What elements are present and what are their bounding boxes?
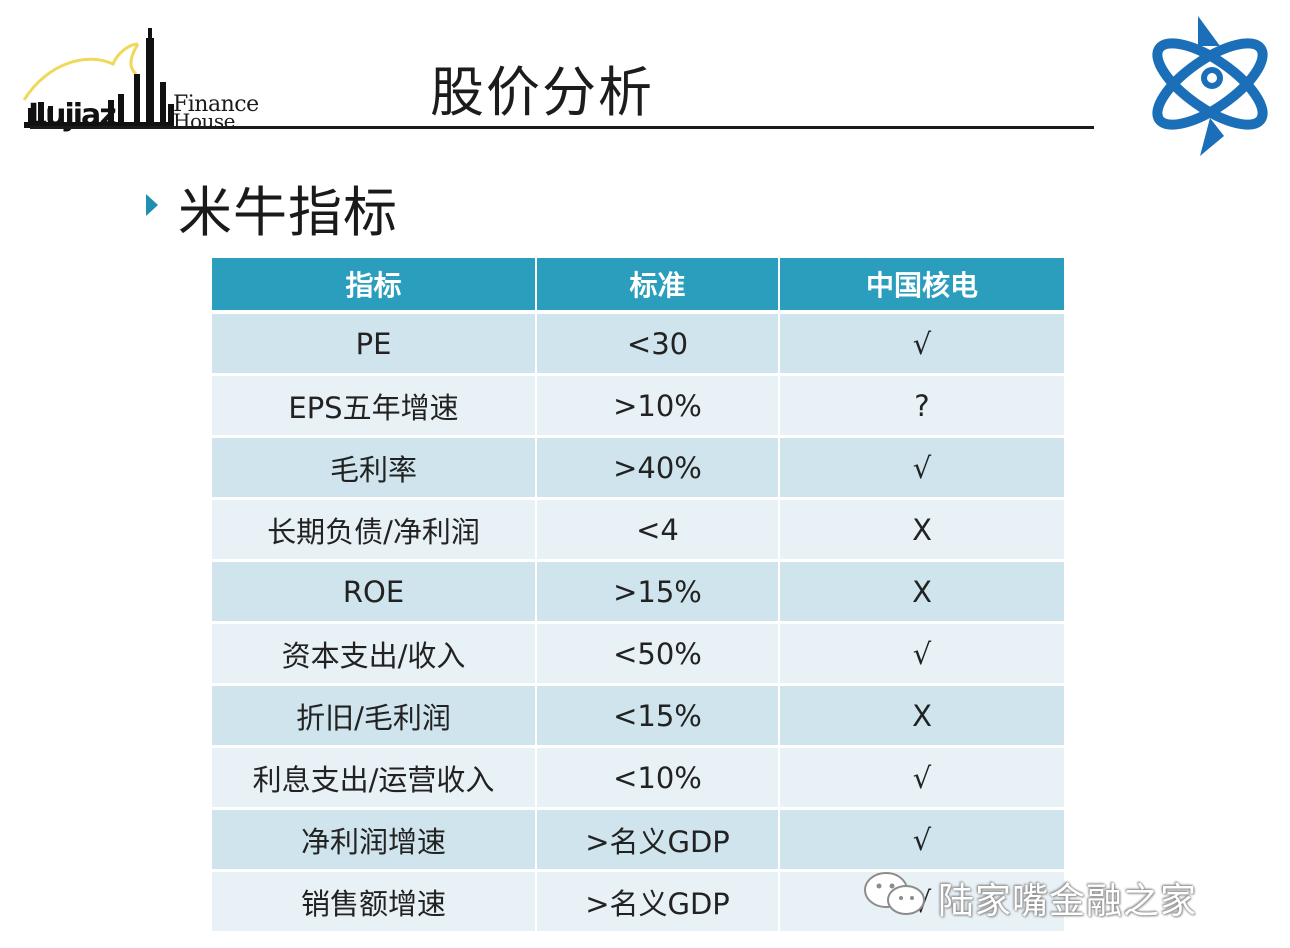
- standard-cell: <30: [536, 312, 780, 376]
- result-cell: ?: [779, 374, 1064, 438]
- standard-cell: <15%: [536, 684, 780, 748]
- result-cell: X: [779, 560, 1064, 624]
- title-divider: [30, 126, 1094, 129]
- result-cell: X: [779, 684, 1064, 748]
- criteria-table: 指标 标准 中国核电 PE <30 √ EPS五年增速 >10% ? 毛利率 >…: [212, 258, 1064, 934]
- column-header-company: 中国核电: [779, 258, 1064, 314]
- column-header-standard: 标准: [536, 258, 780, 314]
- standard-cell: <50%: [536, 622, 780, 686]
- column-header-indicator: 指标: [212, 258, 537, 314]
- skyline-logo-icon: [22, 28, 174, 128]
- table-row: 利息支出/运营收入 <10% √: [212, 746, 1064, 810]
- result-cell: √: [779, 746, 1064, 810]
- result-cell: √: [779, 312, 1064, 376]
- table-row: 销售额增速 >名义GDP √: [212, 870, 1064, 934]
- standard-cell: <10%: [536, 746, 780, 810]
- indicator-cell: 净利润增速: [212, 808, 537, 872]
- table-row: ROE >15% X: [212, 560, 1064, 624]
- result-cell: √: [779, 436, 1064, 500]
- table-row: 净利润增速 >名义GDP √: [212, 808, 1064, 872]
- wechat-icon: [864, 872, 925, 915]
- standard-cell: <4: [536, 498, 780, 562]
- table-row: 毛利率 >40% √: [212, 436, 1064, 500]
- atom-logo-icon: [1138, 6, 1280, 162]
- lujiazui-finance-house-logo: [18, 22, 268, 134]
- indicator-cell: PE: [212, 312, 537, 376]
- standard-cell: >15%: [536, 560, 780, 624]
- table-row: 折旧/毛利润 <15% X: [212, 684, 1064, 748]
- result-cell: √: [779, 622, 1064, 686]
- section-title: 米牛指标: [178, 181, 398, 244]
- result-cell: √: [779, 808, 1064, 872]
- standard-cell: >名义GDP: [536, 870, 780, 934]
- indicator-cell: 销售额增速: [212, 870, 537, 934]
- table-row: 长期负债/净利润 <4 X: [212, 498, 1064, 562]
- table-header-row: 指标 标准 中国核电: [212, 258, 1064, 314]
- page-title: 股价分析: [430, 61, 654, 124]
- watermark: 陆家嘴金融之家: [862, 860, 1242, 930]
- triangle-bullet-icon: [146, 194, 158, 216]
- table-row: EPS五年增速 >10% ?: [212, 374, 1064, 438]
- table-row: PE <30 √: [212, 312, 1064, 376]
- indicator-cell: 长期负债/净利润: [212, 498, 537, 562]
- table-row: 资本支出/收入 <50% √: [212, 622, 1064, 686]
- indicator-cell: 利息支出/运营收入: [212, 746, 537, 810]
- indicator-cell: EPS五年增速: [212, 374, 537, 438]
- indicator-cell: ROE: [212, 560, 537, 624]
- standard-cell: >40%: [536, 436, 780, 500]
- result-cell: X: [779, 498, 1064, 562]
- indicator-cell: 资本支出/收入: [212, 622, 537, 686]
- watermark-text: 陆家嘴金融之家: [938, 881, 1198, 922]
- indicator-cell: 毛利率: [212, 436, 537, 500]
- indicator-cell: 折旧/毛利润: [212, 684, 537, 748]
- standard-cell: >10%: [536, 374, 780, 438]
- logo-text-finance: Finance: [173, 92, 259, 117]
- standard-cell: >名义GDP: [536, 808, 780, 872]
